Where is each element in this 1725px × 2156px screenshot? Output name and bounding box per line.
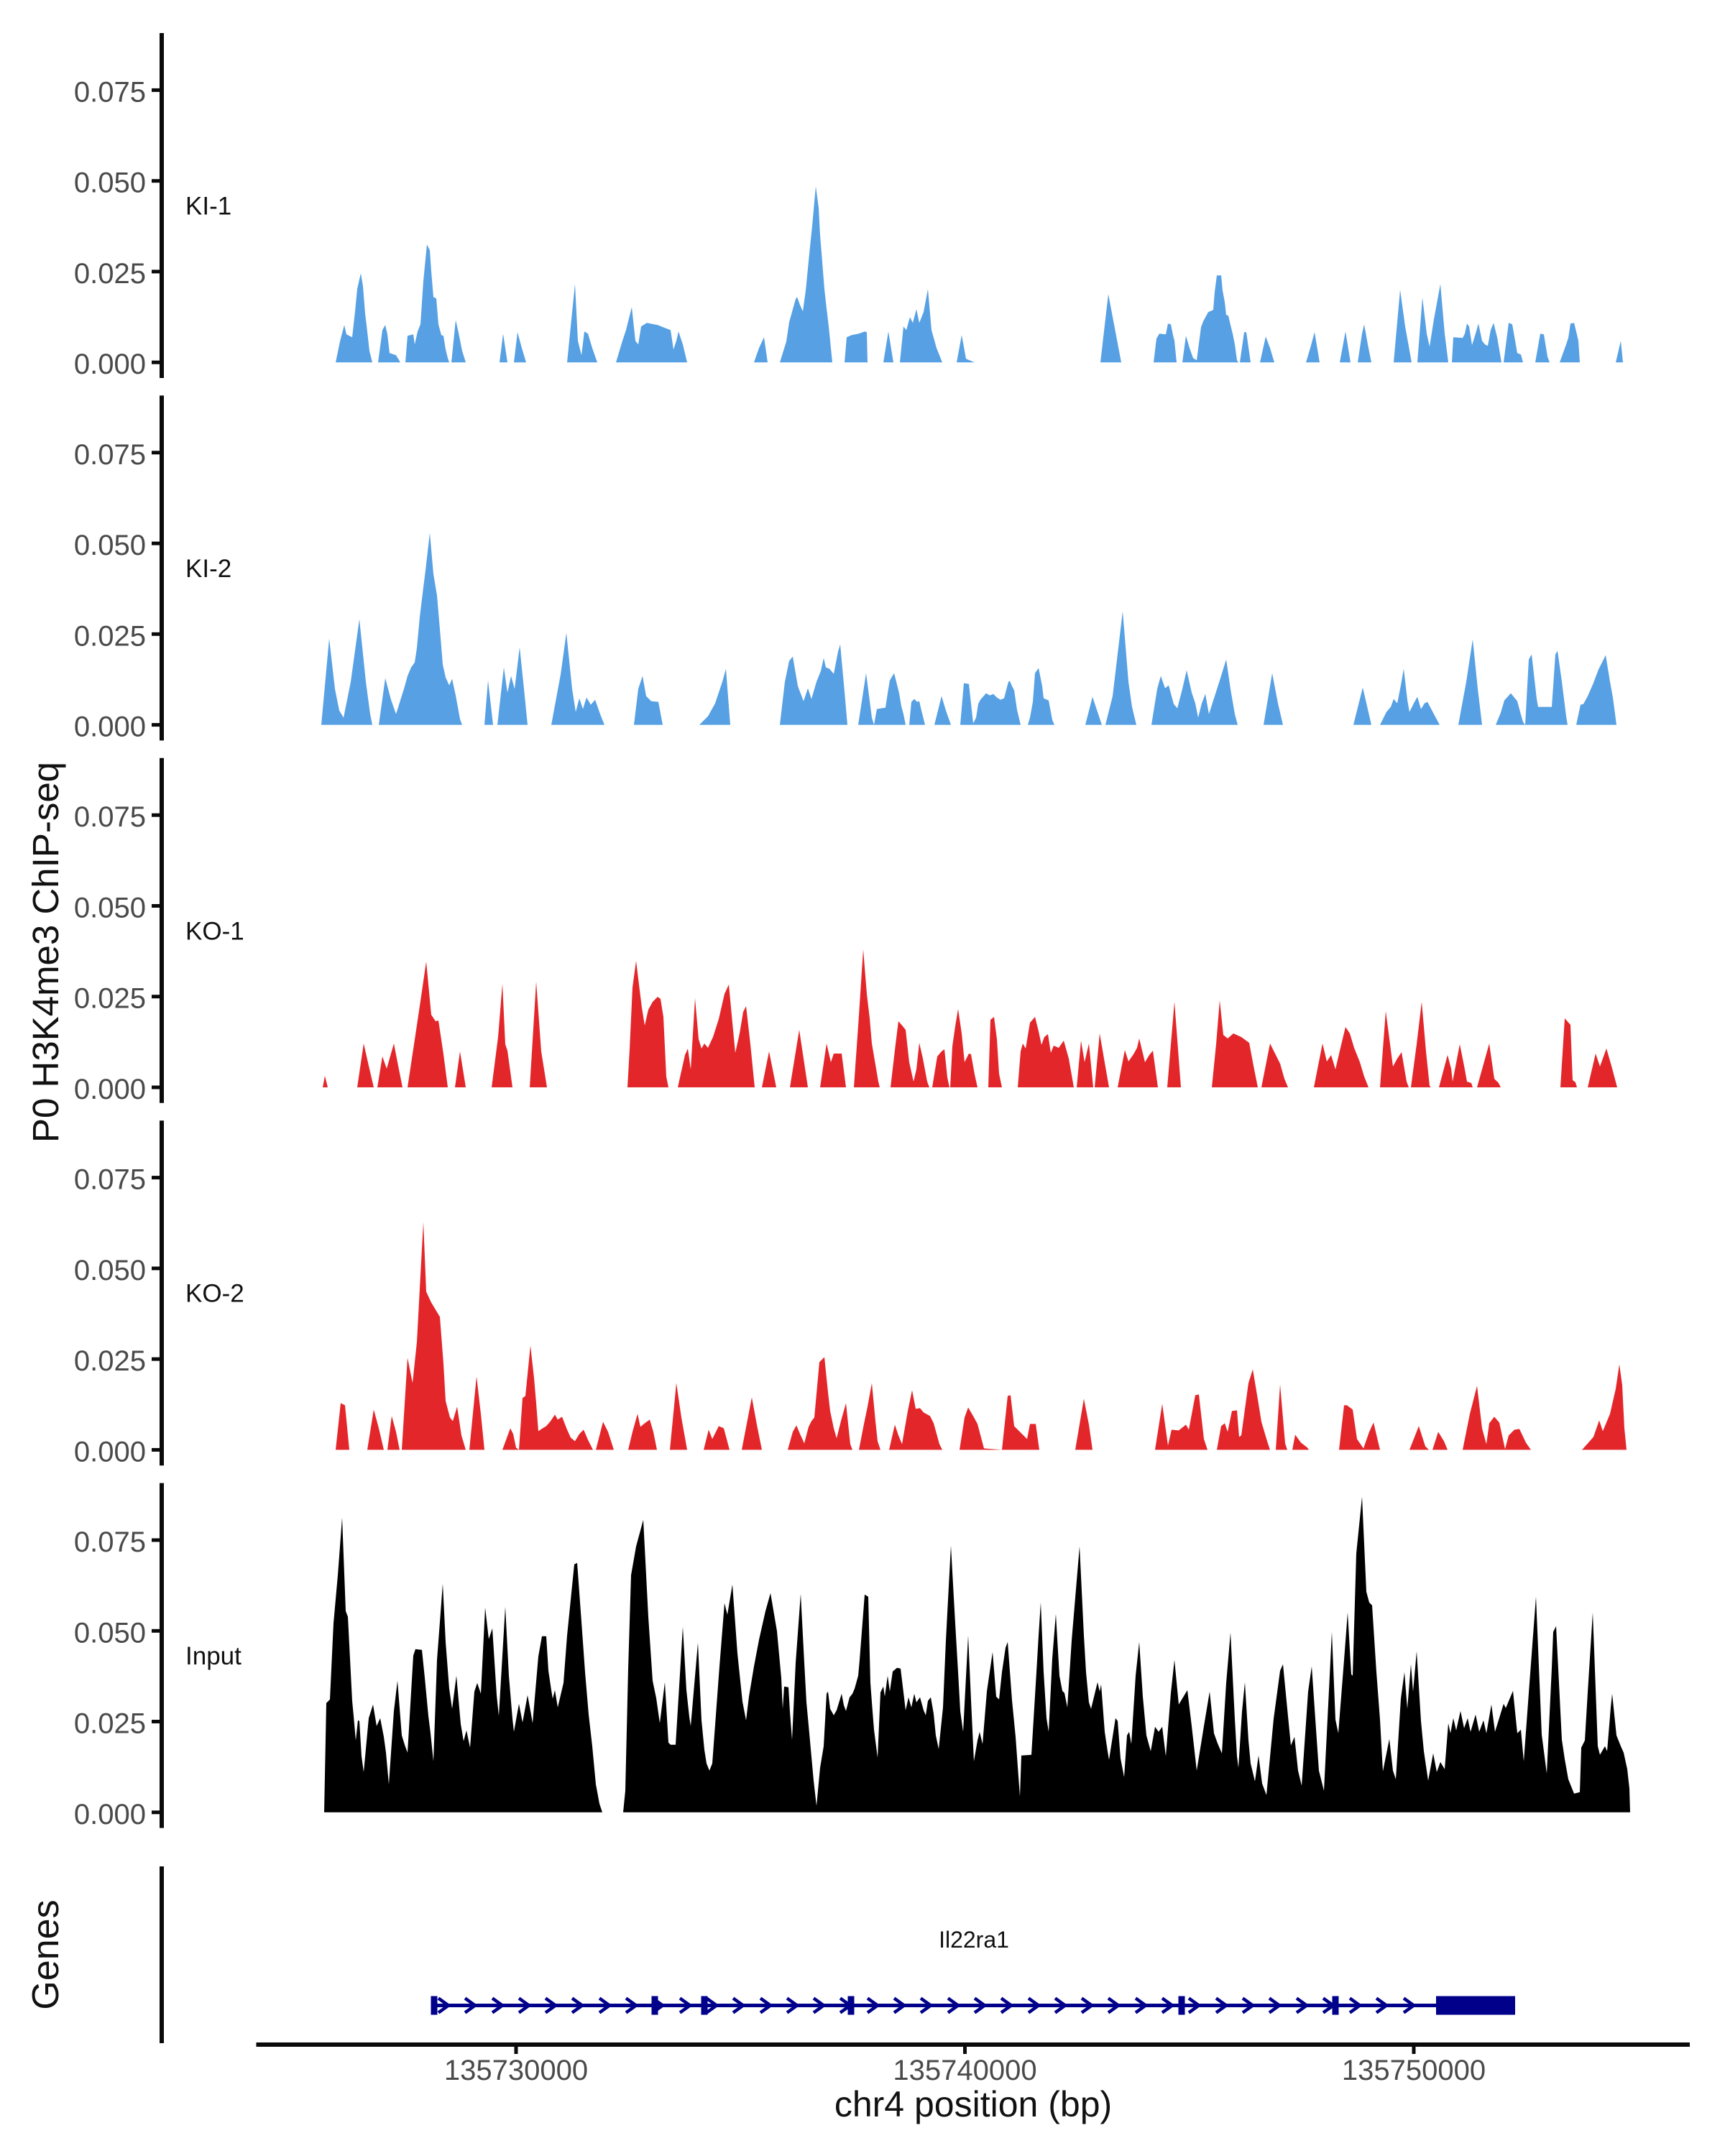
svg-text:0.075: 0.075	[74, 1164, 146, 1196]
svg-text:135750000: 135750000	[1342, 2055, 1486, 2086]
svg-text:0.050: 0.050	[74, 893, 146, 924]
svg-text:0.025: 0.025	[74, 1708, 146, 1740]
svg-text:0.075: 0.075	[74, 801, 146, 833]
svg-text:Il22ra1: Il22ra1	[939, 1927, 1009, 1953]
svg-text:0.000: 0.000	[74, 1074, 146, 1105]
svg-text:0.000: 0.000	[74, 711, 146, 743]
svg-text:0.025: 0.025	[74, 258, 146, 290]
svg-text:KI-2: KI-2	[185, 555, 231, 583]
svg-text:0.000: 0.000	[74, 349, 146, 380]
svg-text:0.000: 0.000	[74, 1799, 146, 1830]
svg-text:Genes: Genes	[25, 1899, 67, 2009]
svg-text:135740000: 135740000	[893, 2055, 1036, 2086]
svg-text:0.075: 0.075	[74, 439, 146, 471]
svg-text:135730000: 135730000	[444, 2055, 588, 2086]
svg-text:0.050: 0.050	[74, 167, 146, 199]
svg-text:0.025: 0.025	[74, 620, 146, 652]
svg-text:0.050: 0.050	[74, 1255, 146, 1286]
svg-text:0.000: 0.000	[74, 1436, 146, 1468]
svg-text:0.025: 0.025	[74, 983, 146, 1015]
svg-text:P0 H3K4me3 ChIP-seq: P0 H3K4me3 ChIP-seq	[25, 762, 66, 1143]
svg-text:Input: Input	[185, 1642, 242, 1670]
svg-text:KI-1: KI-1	[185, 193, 231, 221]
svg-text:0.050: 0.050	[74, 1617, 146, 1649]
svg-text:0.075: 0.075	[74, 1526, 146, 1558]
svg-text:KO-2: KO-2	[185, 1280, 244, 1308]
svg-text:KO-1: KO-1	[185, 917, 244, 945]
svg-text:0.075: 0.075	[74, 76, 146, 108]
svg-text:0.025: 0.025	[74, 1345, 146, 1377]
svg-text:0.050: 0.050	[74, 530, 146, 561]
svg-text:chr4 position (bp): chr4 position (bp)	[834, 2084, 1112, 2124]
